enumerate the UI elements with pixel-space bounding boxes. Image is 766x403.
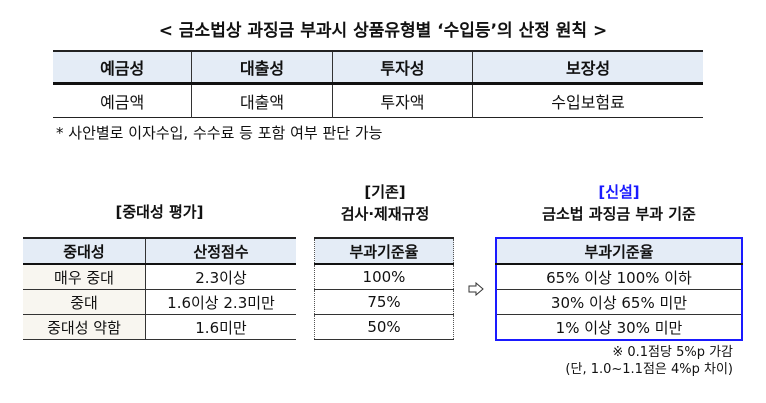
new-label: [신설] — [598, 183, 640, 201]
right-arrow-icon — [468, 282, 484, 296]
cell: 중대 — [23, 289, 146, 315]
header-deposit: 예금성 — [53, 51, 192, 85]
cell: 예금액 — [100, 93, 145, 112]
table-row: 30% 이상 65% 미만 — [496, 289, 742, 315]
cell: 1% 이상 30% 미만 — [555, 318, 683, 337]
table-row: 75% — [314, 289, 454, 315]
page-title: < 금소법상 과징금 부과시 상품유형별 ‘수입등’의 산정 원칙 > — [158, 21, 608, 41]
table-row: 50% — [314, 314, 454, 340]
header-insurance: 보장성 — [472, 51, 703, 85]
new-subtitle: 금소법 과징금 부과 기준 — [542, 205, 696, 223]
header-loan: 대출성 — [191, 51, 333, 85]
rate-exception-note: (단, 1.0~1.1점은 4%p 차이) — [565, 362, 733, 377]
table-row: 65% 이상 100% 이하 — [496, 264, 742, 290]
header: 부과기준율 — [496, 238, 742, 265]
header: 부과기준율 — [314, 238, 454, 265]
new-rate-table: 부과기준율 65% 이상 100% 이하 30% 이상 65% 미만 1% 이상… — [495, 237, 743, 341]
existing-subtitle: 검사·제재규정 — [340, 205, 430, 223]
table-row: 중대성 약함 1.6미만 — [23, 314, 296, 340]
rate-note: ※ 0.1점당 5%p 가감 — [612, 345, 733, 360]
header: 산정점수 — [145, 238, 296, 265]
table-row: 1% 이상 30% 미만 — [496, 315, 742, 341]
new-title: [신설] 금소법 과징금 부과 기준 — [495, 181, 743, 225]
severity-title: [중대성 평가] — [115, 203, 204, 221]
cell: 30% 이상 65% 미만 — [496, 289, 742, 315]
cell: 100% — [314, 264, 454, 290]
cell: 매우 중대 — [23, 264, 146, 290]
severity-table: 중대성 산정점수 매우 중대 2.3이상 중대 1.6이상 2.3미만 중대성 약함 1… — [23, 237, 296, 340]
cell: 75% — [314, 289, 454, 315]
existing-rate-table: 부과기준율 100% 75% 50% — [314, 237, 454, 340]
income-basis-table: 예금성 대출성 투자성 보장성 예금액 대출액 투자액 수입보험료 — [53, 50, 703, 118]
cell: 수입보험료 — [472, 83, 703, 118]
cell: 1.6미만 — [145, 314, 296, 340]
existing-title: [기존] 검사·제재규정 — [300, 181, 470, 225]
header: 중대성 — [23, 238, 146, 265]
cell: 2.3이상 — [145, 264, 296, 290]
top-note: * 사안별로 이자수입, 수수료 등 포함 여부 판단 가능 — [56, 124, 383, 142]
table-row: 중대 1.6이상 2.3미만 — [23, 289, 296, 315]
cell: 투자액 — [331, 83, 473, 118]
table-row: 매우 중대 2.3이상 — [23, 264, 296, 290]
existing-label: [기존] — [364, 183, 406, 201]
cell: 대출액 — [191, 83, 333, 118]
cell: 65% 이상 100% 이하 — [496, 264, 742, 290]
table-row: 100% — [314, 264, 454, 290]
header-investment: 투자성 — [331, 51, 473, 85]
cell: 중대성 약함 — [23, 314, 146, 340]
cell: 1.6이상 2.3미만 — [145, 289, 296, 315]
cell: 50% — [314, 314, 454, 340]
